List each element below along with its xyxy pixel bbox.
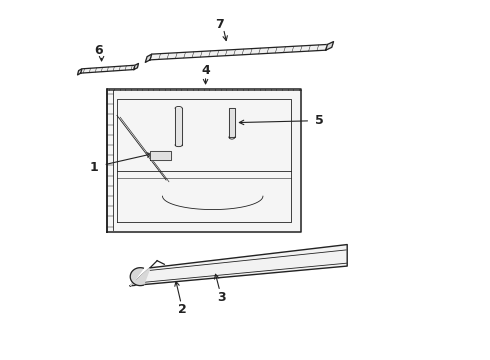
Polygon shape [77, 69, 82, 75]
Polygon shape [130, 244, 347, 286]
Polygon shape [150, 44, 327, 60]
Text: 7: 7 [216, 18, 224, 31]
Polygon shape [107, 89, 300, 232]
Polygon shape [229, 108, 235, 137]
Polygon shape [146, 54, 152, 62]
Polygon shape [326, 41, 334, 50]
Polygon shape [134, 63, 139, 69]
Polygon shape [175, 108, 182, 146]
Text: 5: 5 [315, 114, 324, 127]
Text: 3: 3 [218, 291, 226, 304]
Text: 4: 4 [201, 64, 210, 77]
Text: 2: 2 [178, 303, 187, 316]
Polygon shape [130, 268, 150, 286]
Text: 6: 6 [95, 44, 103, 57]
Polygon shape [150, 150, 172, 160]
Text: 1: 1 [89, 161, 98, 174]
Polygon shape [81, 65, 135, 73]
